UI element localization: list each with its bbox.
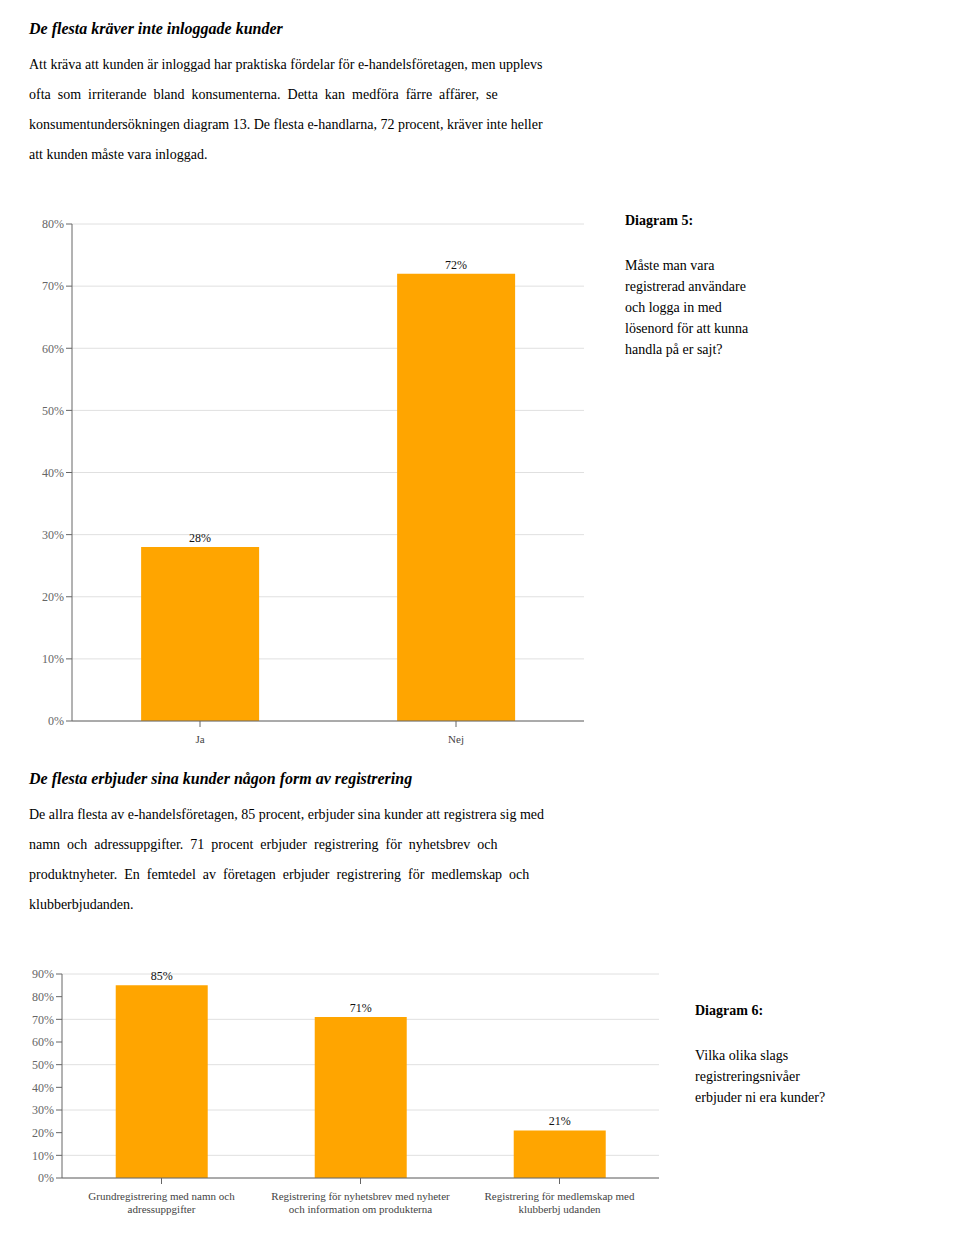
html-text:Vilka olika slags registrering: Vilka olika slags registreringsnivåer er…: [695, 1048, 826, 1105]
svg-text:0%: 0%: [38, 1171, 54, 1185]
svg-text:72%: 72%: [445, 258, 467, 272]
svg-text:70%: 70%: [42, 279, 64, 293]
svg-text:Registrering för nyhetsbrev me: Registrering för nyhetsbrev med nyhetero…: [271, 1190, 450, 1215]
svg-text:20%: 20%: [32, 1126, 54, 1140]
svg-text:60%: 60%: [42, 342, 64, 356]
svg-text:20%: 20%: [42, 590, 64, 604]
html-text:De allra flesta av e-handelsfö: De allra flesta av e-handelsföretagen, 8…: [29, 807, 545, 912]
svg-text:80%: 80%: [32, 990, 54, 1004]
svg-text:60%: 60%: [32, 1035, 54, 1049]
html-text:Måste man vara registrerad anv: Måste man vara registrerad användare och…: [625, 258, 749, 357]
svg-text:30%: 30%: [42, 528, 64, 542]
svg-text:Registrering för medlemskap me: Registrering för medlemskap medklubberbj…: [485, 1190, 635, 1215]
svg-text:90%: 90%: [32, 967, 54, 981]
svg-text:10%: 10%: [42, 652, 64, 666]
svg-text:85%: 85%: [151, 969, 173, 983]
svg-text:40%: 40%: [32, 1081, 54, 1095]
html-text:De flesta erbjuder sina kunder: De flesta erbjuder sina kunder någon for…: [29, 770, 413, 787]
svg-text:Ja: Ja: [195, 733, 204, 745]
svg-text:50%: 50%: [42, 404, 64, 418]
svg-text:50%: 50%: [32, 1058, 54, 1072]
svg-text:0%: 0%: [48, 714, 64, 728]
svg-text:71%: 71%: [350, 1001, 372, 1015]
html-text:Att kräva att kunden är inlogg: Att kräva att kunden är inloggad har pra…: [29, 57, 543, 162]
svg-text:Grundregistrering med namn och: Grundregistrering med namn ochadressuppg…: [88, 1190, 235, 1215]
svg-text:40%: 40%: [42, 466, 64, 480]
html-text:Diagram 6:: Diagram 6:: [695, 1003, 763, 1018]
svg-text:30%: 30%: [32, 1103, 54, 1117]
svg-text:10%: 10%: [32, 1149, 54, 1163]
svg-text:28%: 28%: [189, 531, 211, 545]
svg-text:80%: 80%: [42, 217, 64, 231]
svg-text:21%: 21%: [549, 1114, 571, 1128]
html-text:De flesta kräver inte inloggad: De flesta kräver inte inloggade kunder: [29, 20, 283, 37]
svg-text:70%: 70%: [32, 1013, 54, 1027]
svg-text:Nej: Nej: [448, 733, 464, 745]
html-text:Diagram 5:: Diagram 5:: [625, 213, 693, 228]
